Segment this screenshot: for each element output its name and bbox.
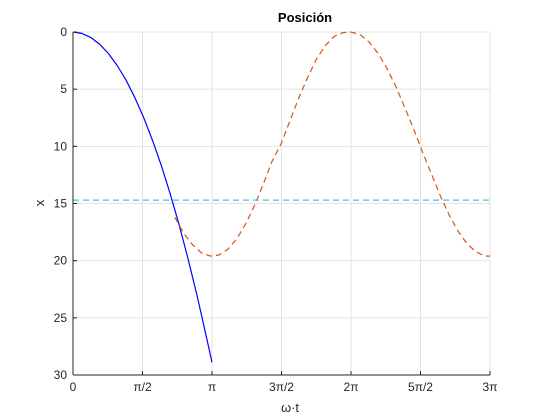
x-tick-label: π bbox=[208, 380, 216, 394]
x-tick-labels: 0 π/2 π 3π/2 2π 5π/2 3π bbox=[70, 380, 498, 394]
x-tick-label: 0 bbox=[70, 380, 77, 394]
y-tick-label: 10 bbox=[54, 139, 68, 153]
x-tick-label: π/2 bbox=[133, 380, 152, 394]
plot-area: 0 π/2 π 3π/2 2π 5π/2 3π 0 5 10 15 20 25 30 bbox=[54, 25, 498, 394]
x-axis-title: ω·t bbox=[281, 400, 299, 415]
chart-title: Posición bbox=[278, 10, 332, 25]
y-tick-label: 25 bbox=[54, 311, 68, 325]
grid-lines bbox=[72, 31, 491, 376]
y-axis-title: x bbox=[32, 199, 47, 206]
series-line-2 bbox=[174, 31, 490, 257]
y-tick-label: 5 bbox=[60, 82, 67, 96]
y-tick-label: 30 bbox=[54, 368, 68, 382]
x-tick-label: 3π bbox=[483, 380, 498, 394]
y-tick-label: 20 bbox=[54, 254, 68, 268]
x-tick-label: 2π bbox=[344, 380, 359, 394]
x-tick-label: 5π/2 bbox=[408, 380, 433, 394]
y-tick-label: 15 bbox=[54, 197, 68, 211]
series-layer bbox=[72, 31, 490, 363]
y-tick-label: 0 bbox=[60, 25, 67, 39]
series-line-1 bbox=[72, 31, 213, 363]
x-tick-label: 3π/2 bbox=[269, 380, 294, 394]
y-tick-labels: 0 5 10 15 20 25 30 bbox=[54, 25, 68, 382]
axes bbox=[72, 31, 491, 376]
